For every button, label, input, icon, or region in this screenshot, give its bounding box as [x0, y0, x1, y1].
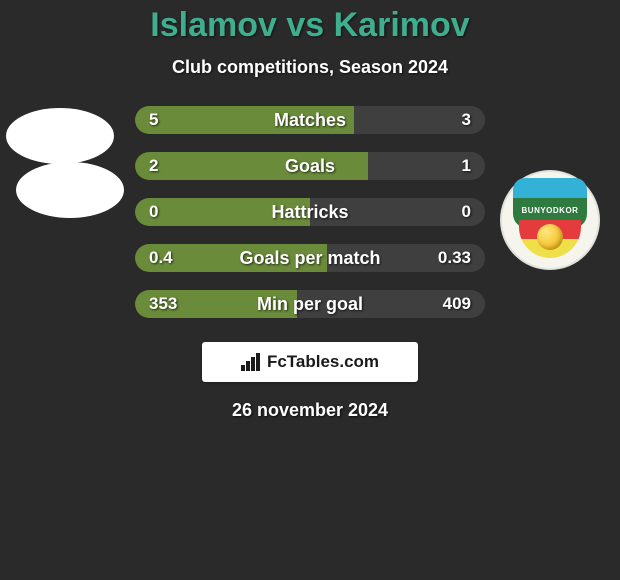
date-line: 26 november 2024 — [0, 400, 620, 421]
stat-value-left: 0.4 — [149, 244, 173, 272]
stat-value-left: 2 — [149, 152, 158, 180]
player-left-badge-2 — [16, 162, 124, 218]
stat-label: Goals per match — [135, 244, 485, 272]
stat-label: Min per goal — [135, 290, 485, 318]
subtitle: Club competitions, Season 2024 — [0, 57, 620, 78]
stat-value-right: 409 — [443, 290, 471, 318]
stat-label: Goals — [135, 152, 485, 180]
page-title: Islamov vs Karimov — [0, 0, 620, 45]
branding-text: FcTables.com — [267, 352, 379, 372]
stat-row: Goals2 1 — [135, 152, 485, 180]
player-right-crest: BUNYODKOR — [500, 170, 600, 270]
stat-value-right: 3 — [462, 106, 471, 134]
player-left-badge-1 — [6, 108, 114, 164]
stat-row: Goals per match0.4 0.33 — [135, 244, 485, 272]
crest-label: BUNYODKOR — [513, 206, 587, 215]
stat-label: Matches — [135, 106, 485, 134]
stat-row: Matches5 3 — [135, 106, 485, 134]
stat-value-right: 0 — [462, 198, 471, 226]
stat-label: Hattricks — [135, 198, 485, 226]
chart-icon — [241, 353, 261, 371]
stat-row: Min per goal353 409 — [135, 290, 485, 318]
stat-row: Hattricks0 0 — [135, 198, 485, 226]
stat-value-left: 0 — [149, 198, 158, 226]
stat-value-right: 0.33 — [438, 244, 471, 272]
stat-value-right: 1 — [462, 152, 471, 180]
branding-badge: FcTables.com — [202, 342, 418, 382]
stat-value-left: 353 — [149, 290, 177, 318]
stat-value-left: 5 — [149, 106, 158, 134]
